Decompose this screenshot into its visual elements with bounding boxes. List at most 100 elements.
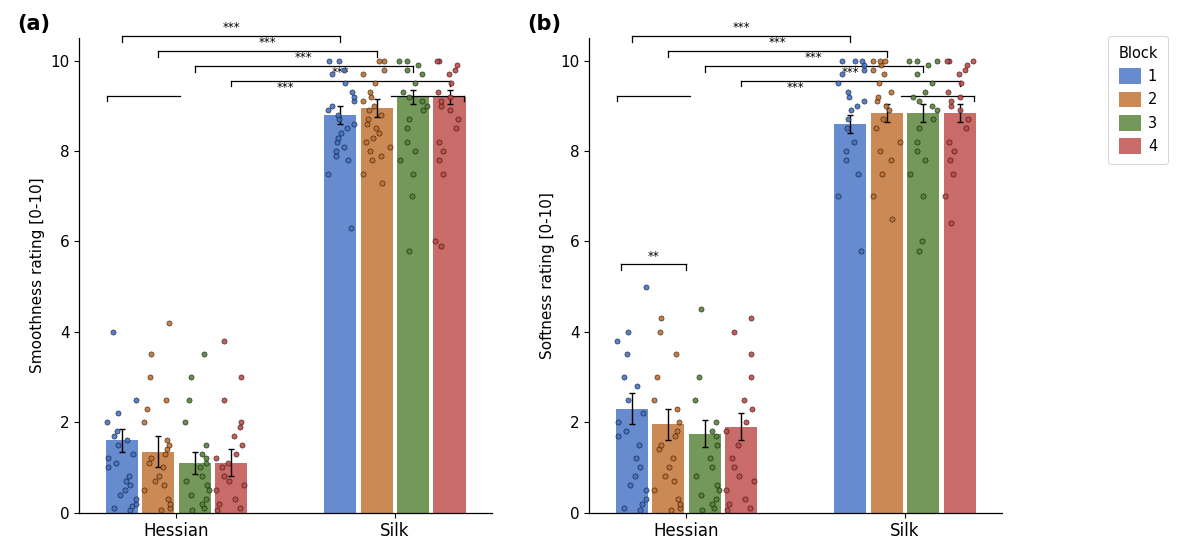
Point [952,79,971,88]
Point [231,418,250,427]
Point [372,110,391,119]
Point [208,506,227,515]
Point [192,449,211,458]
Point [190,463,209,472]
Point [235,481,254,490]
Point [182,373,201,382]
Point [400,115,419,124]
Point [402,192,421,201]
Point [868,97,887,106]
Point [874,115,893,124]
Point [442,79,461,88]
Point [832,70,851,79]
Y-axis label: Smoothness rating [0-10]: Smoothness rating [0-10] [30,178,45,373]
Point [330,115,349,124]
Point [909,246,928,255]
Point [616,427,635,436]
Point [666,431,685,440]
Point [848,101,867,110]
Point [104,431,123,440]
Point [358,115,377,124]
Point [106,458,125,467]
Text: ***: *** [331,66,349,79]
Text: (a): (a) [18,14,51,35]
Point [141,373,160,382]
Point [122,501,141,510]
Point [197,481,216,490]
Point [707,481,726,490]
Point [671,504,690,512]
Text: ***: *** [805,51,823,64]
Point [180,395,199,404]
Point [150,472,169,481]
Point [195,504,214,512]
Point [430,155,449,164]
Point [837,146,856,155]
Point [119,472,138,481]
Point [901,169,920,178]
Point [121,506,140,515]
Bar [433,97,465,512]
Point [909,124,928,133]
Point [160,499,179,508]
Point [608,431,627,440]
Text: ***: *** [222,22,240,35]
Point [155,449,174,458]
Point [838,115,857,124]
Bar [398,97,430,512]
Point [121,481,140,490]
Point [940,56,959,65]
Point [717,506,736,515]
Point [668,495,687,504]
Point [903,92,922,101]
Point [158,495,177,504]
Point [108,427,127,436]
Point [634,409,653,418]
Point [940,138,959,146]
Point [97,418,116,427]
Point [615,373,634,382]
Point [941,219,960,228]
Point [344,97,363,106]
Point [736,418,755,427]
Point [391,155,410,164]
Point [691,305,710,314]
Point [923,115,942,124]
Point [845,56,864,65]
Point [693,506,712,515]
Point [951,92,970,101]
Point [706,418,725,427]
Point [706,495,725,504]
Point [927,56,946,65]
Point [922,79,941,88]
Point [176,418,195,427]
Text: ***: *** [259,36,277,50]
Point [944,169,963,178]
Point [354,97,373,106]
Point [115,486,134,495]
Point [334,142,353,151]
Point [369,56,388,65]
Point [328,133,347,142]
Point [942,101,961,110]
Point [855,97,874,106]
Point [935,192,954,201]
Bar [834,124,867,512]
Text: **: ** [648,250,660,263]
Point [319,106,338,115]
Point [318,169,337,178]
Point [666,350,685,359]
Point [446,124,465,133]
Point [152,506,171,515]
Point [877,101,896,110]
Point [374,56,393,65]
Point [907,56,926,65]
Point [434,146,453,155]
Point [724,463,743,472]
Point [882,155,901,164]
Point [199,486,218,495]
Point [335,79,354,88]
Point [875,70,894,79]
Point [389,56,408,65]
Point [338,155,357,164]
